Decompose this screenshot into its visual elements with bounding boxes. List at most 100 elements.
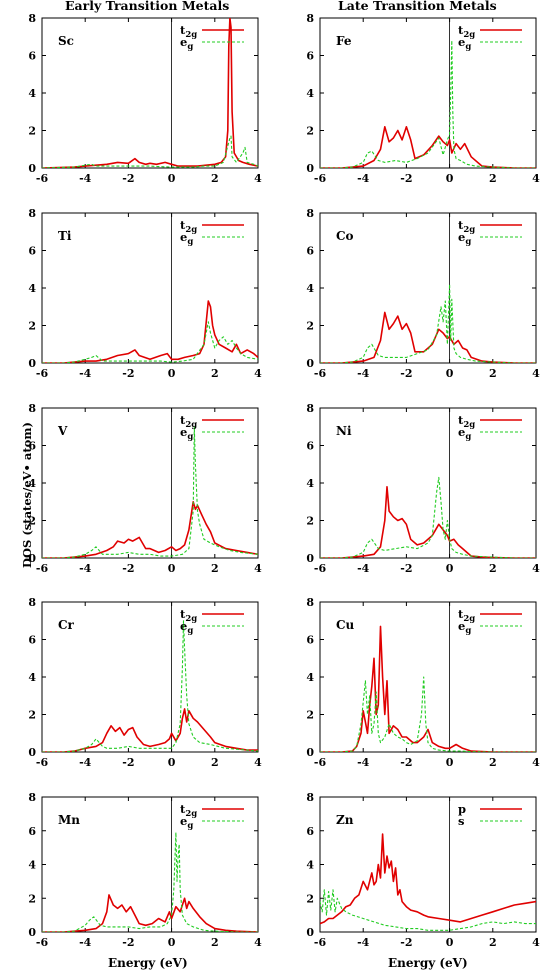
x-tick-label: 4 [254,172,262,185]
x-tick-label: -6 [36,756,49,769]
y-tick-label: 6 [28,50,36,63]
series-line-p [320,833,536,925]
series-line-t2g [320,126,536,168]
x-tick-label: -6 [314,172,327,185]
x-axis-label-left: Energy (eV) [108,956,188,970]
series-line-eg [320,476,536,558]
y-tick-label: 6 [28,825,36,838]
y-tick-label: 0 [28,552,36,565]
x-tick-label: 4 [254,562,262,575]
y-tick-label: 2 [306,709,314,722]
y-tick-label: 8 [28,207,36,220]
y-tick-label: 8 [28,791,36,804]
x-tick-label: 0 [446,367,454,380]
plot-frame [319,17,537,169]
right-column-title: Late Transition Metals [338,0,497,13]
x-tick-label: -2 [122,562,134,575]
x-tick-label: -6 [314,562,327,575]
element-label: Zn [336,813,354,827]
y-tick-label: 4 [28,859,36,872]
series-line-s [320,889,536,931]
x-tick-label: -6 [314,367,327,380]
element-label: Mn [58,813,80,827]
x-tick-label: -6 [36,562,49,575]
y-tick-label: 8 [306,791,314,804]
series-line-t2g [42,300,258,363]
x-tick-label: -4 [79,936,92,949]
x-tick-label: 0 [446,936,454,949]
series-line-t2g [320,625,536,752]
y-tick-label: 2 [28,320,36,333]
element-label: Ni [336,424,352,438]
y-tick-label: 8 [28,402,36,415]
plot-frame [41,407,259,559]
x-tick-label: 0 [446,172,454,185]
legend-label: s [458,814,464,828]
y-tick-label: 6 [306,245,314,258]
y-tick-label: 6 [306,440,314,453]
series-line-eg [42,321,258,363]
y-tick-label: 2 [306,892,314,905]
legend-label: p [458,802,466,816]
series-line-t2g [42,894,258,932]
y-tick-label: 2 [306,125,314,138]
x-tick-label: 4 [254,936,262,949]
x-tick-label: 2 [489,936,497,949]
x-tick-label: 2 [489,367,497,380]
y-tick-label: 0 [28,746,36,759]
y-tick-label: 8 [306,596,314,609]
x-tick-label: 4 [532,172,540,185]
plot-frame [41,601,259,753]
x-tick-label: 0 [168,562,176,575]
x-tick-label: -4 [357,367,370,380]
x-tick-label: -2 [400,562,412,575]
y-tick-label: 0 [306,357,314,370]
x-tick-label: 4 [532,756,540,769]
y-tick-label: 8 [28,596,36,609]
x-tick-label: 0 [168,936,176,949]
element-label: Sc [58,34,74,48]
series-line-t2g [42,500,258,558]
x-tick-label: -2 [122,756,134,769]
y-tick-label: 6 [28,634,36,647]
y-tick-label: 0 [306,552,314,565]
x-tick-label: -4 [79,562,92,575]
x-tick-label: 4 [254,367,262,380]
y-tick-label: 2 [28,515,36,528]
x-tick-label: -6 [36,367,49,380]
y-tick-label: 2 [28,892,36,905]
series-line-t2g [320,485,536,558]
x-tick-label: -2 [400,172,412,185]
series-line-eg [320,283,536,363]
element-label: Fe [336,34,352,48]
x-tick-label: -4 [357,756,370,769]
x-tick-label: -6 [36,172,49,185]
y-tick-label: 6 [306,50,314,63]
series-line-eg [42,135,258,168]
x-tick-label: 2 [211,936,219,949]
y-tick-label: 4 [28,477,36,490]
y-tick-label: 6 [28,440,36,453]
element-label: V [57,424,68,438]
x-tick-label: 0 [446,562,454,575]
x-tick-label: 2 [489,562,497,575]
y-tick-label: 8 [306,207,314,220]
x-axis-label-right: Energy (eV) [388,956,468,970]
y-tick-label: 4 [306,282,314,295]
x-tick-label: 0 [168,756,176,769]
y-tick-label: 0 [306,746,314,759]
element-label: Cr [58,618,75,632]
y-tick-label: 4 [306,859,314,872]
x-tick-label: 2 [211,367,219,380]
series-line-eg [42,831,258,932]
x-tick-label: 4 [532,562,540,575]
series-line-eg [320,39,536,168]
